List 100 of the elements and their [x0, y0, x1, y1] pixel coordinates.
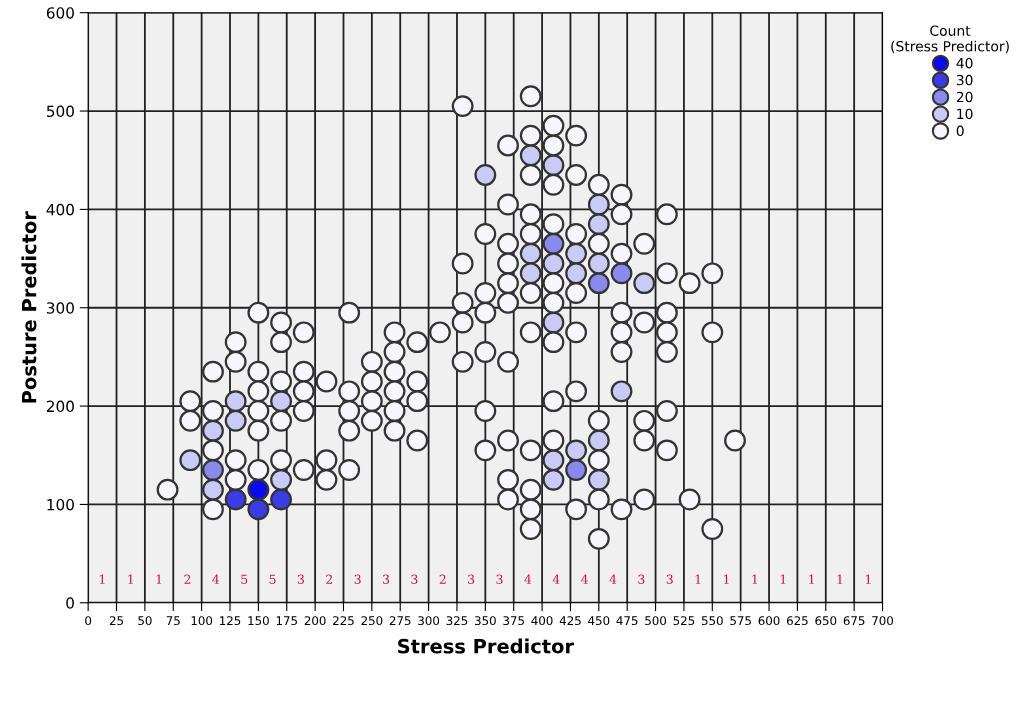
x-tick-label: 475 — [616, 616, 638, 626]
point — [542, 232, 565, 255]
annotation: 1 — [99, 574, 105, 584]
x-tick-label: 700 — [872, 616, 894, 626]
x-tick-label: 100 — [191, 616, 213, 626]
point — [270, 488, 292, 511]
x-tick-label: 50 — [138, 616, 152, 626]
point — [610, 380, 633, 403]
point — [587, 252, 610, 275]
x-tick-label: 250 — [361, 616, 383, 626]
x-tick-label: 125 — [220, 616, 241, 626]
annotation: 1 — [780, 574, 786, 584]
point — [202, 459, 224, 481]
y-axis-title: Posture Predictor — [21, 211, 37, 403]
annotation: 4 — [212, 574, 220, 584]
annotation: 3 — [468, 574, 475, 584]
x-tick-label: 175 — [276, 616, 297, 626]
x-tick-label: 275 — [389, 616, 411, 626]
x-tick-label: 625 — [786, 616, 808, 626]
annotation: 2 — [184, 574, 191, 584]
x-tick-label: 650 — [815, 616, 837, 626]
annotation: 1 — [695, 574, 701, 584]
annotation: 3 — [297, 574, 304, 584]
point — [587, 213, 610, 236]
point — [519, 144, 542, 167]
y-tick-label: 200 — [46, 400, 74, 413]
annotation: 1 — [156, 574, 162, 584]
y-tick-label: 0 — [66, 597, 74, 609]
point — [587, 193, 610, 216]
annotation: 1 — [752, 574, 758, 584]
x-tick-label: 25 — [109, 616, 123, 626]
x-tick-label: 300 — [418, 616, 440, 626]
point — [542, 311, 565, 334]
point — [224, 488, 247, 511]
point — [565, 459, 588, 481]
x-tick-label: 150 — [248, 616, 269, 626]
legend-label: 40 — [956, 57, 973, 69]
annotation: 2 — [439, 574, 446, 584]
x-tick-label: 400 — [531, 616, 553, 626]
y-tick-label: 500 — [46, 105, 74, 118]
x-tick-label: 200 — [304, 616, 326, 626]
point — [270, 390, 292, 413]
x-tick-label: 75 — [166, 616, 180, 626]
point — [519, 242, 542, 265]
annotation: 5 — [269, 574, 276, 584]
y-tick-label: 100 — [47, 498, 74, 511]
annotation: 1 — [837, 574, 843, 584]
point — [542, 252, 565, 275]
legend-label: 10 — [957, 108, 973, 120]
y-tick-label: 600 — [46, 7, 74, 19]
point — [179, 449, 202, 472]
point — [542, 468, 565, 491]
legend-label: 30 — [956, 74, 973, 86]
x-axis-title: Stress Predictor — [398, 638, 574, 654]
point — [224, 409, 247, 432]
x-tick-label: 550 — [701, 616, 723, 626]
point — [565, 439, 588, 462]
point — [565, 242, 588, 265]
annotation: 5 — [241, 574, 248, 584]
legend-title: Count (Stress Predictor) — [891, 25, 1009, 54]
point — [587, 468, 610, 491]
legend-label: 0 — [956, 125, 964, 137]
x-tick-label: 225 — [333, 616, 354, 626]
point — [474, 164, 497, 186]
x-tick-label: 0 — [85, 616, 92, 626]
point — [270, 468, 292, 491]
annotation: 3 — [411, 574, 418, 584]
annotation: 4 — [524, 574, 532, 584]
point — [519, 262, 542, 285]
point — [202, 419, 224, 442]
y-tick-label: 300 — [46, 302, 74, 314]
annotation: 4 — [581, 574, 588, 584]
x-tick-label: 600 — [758, 616, 780, 626]
point — [542, 154, 565, 177]
point — [247, 498, 270, 521]
y-tick-label: 400 — [46, 203, 74, 216]
x-tick-label: 575 — [730, 616, 751, 626]
point — [587, 429, 610, 452]
annotation: 1 — [809, 574, 814, 584]
point — [542, 449, 565, 472]
point — [202, 478, 224, 501]
x-tick-label: 350 — [474, 616, 496, 626]
annotation: 2 — [326, 574, 333, 584]
x-tick-label: 325 — [446, 616, 468, 626]
point — [565, 262, 588, 285]
point — [610, 262, 633, 285]
annotation: 4 — [552, 574, 560, 584]
annotation: 1 — [724, 574, 729, 584]
annotation: 1 — [128, 574, 133, 584]
legend-label: 20 — [956, 91, 973, 103]
annotation: 3 — [666, 574, 673, 584]
annotation: 3 — [638, 574, 645, 584]
point — [224, 390, 247, 413]
annotation: 3 — [496, 574, 503, 584]
x-tick-label: 675 — [843, 616, 865, 626]
x-tick-label: 425 — [559, 616, 581, 626]
point — [633, 272, 656, 295]
x-tick-label: 500 — [645, 616, 667, 626]
annotation: 3 — [383, 574, 390, 584]
annotation: 4 — [609, 574, 617, 584]
